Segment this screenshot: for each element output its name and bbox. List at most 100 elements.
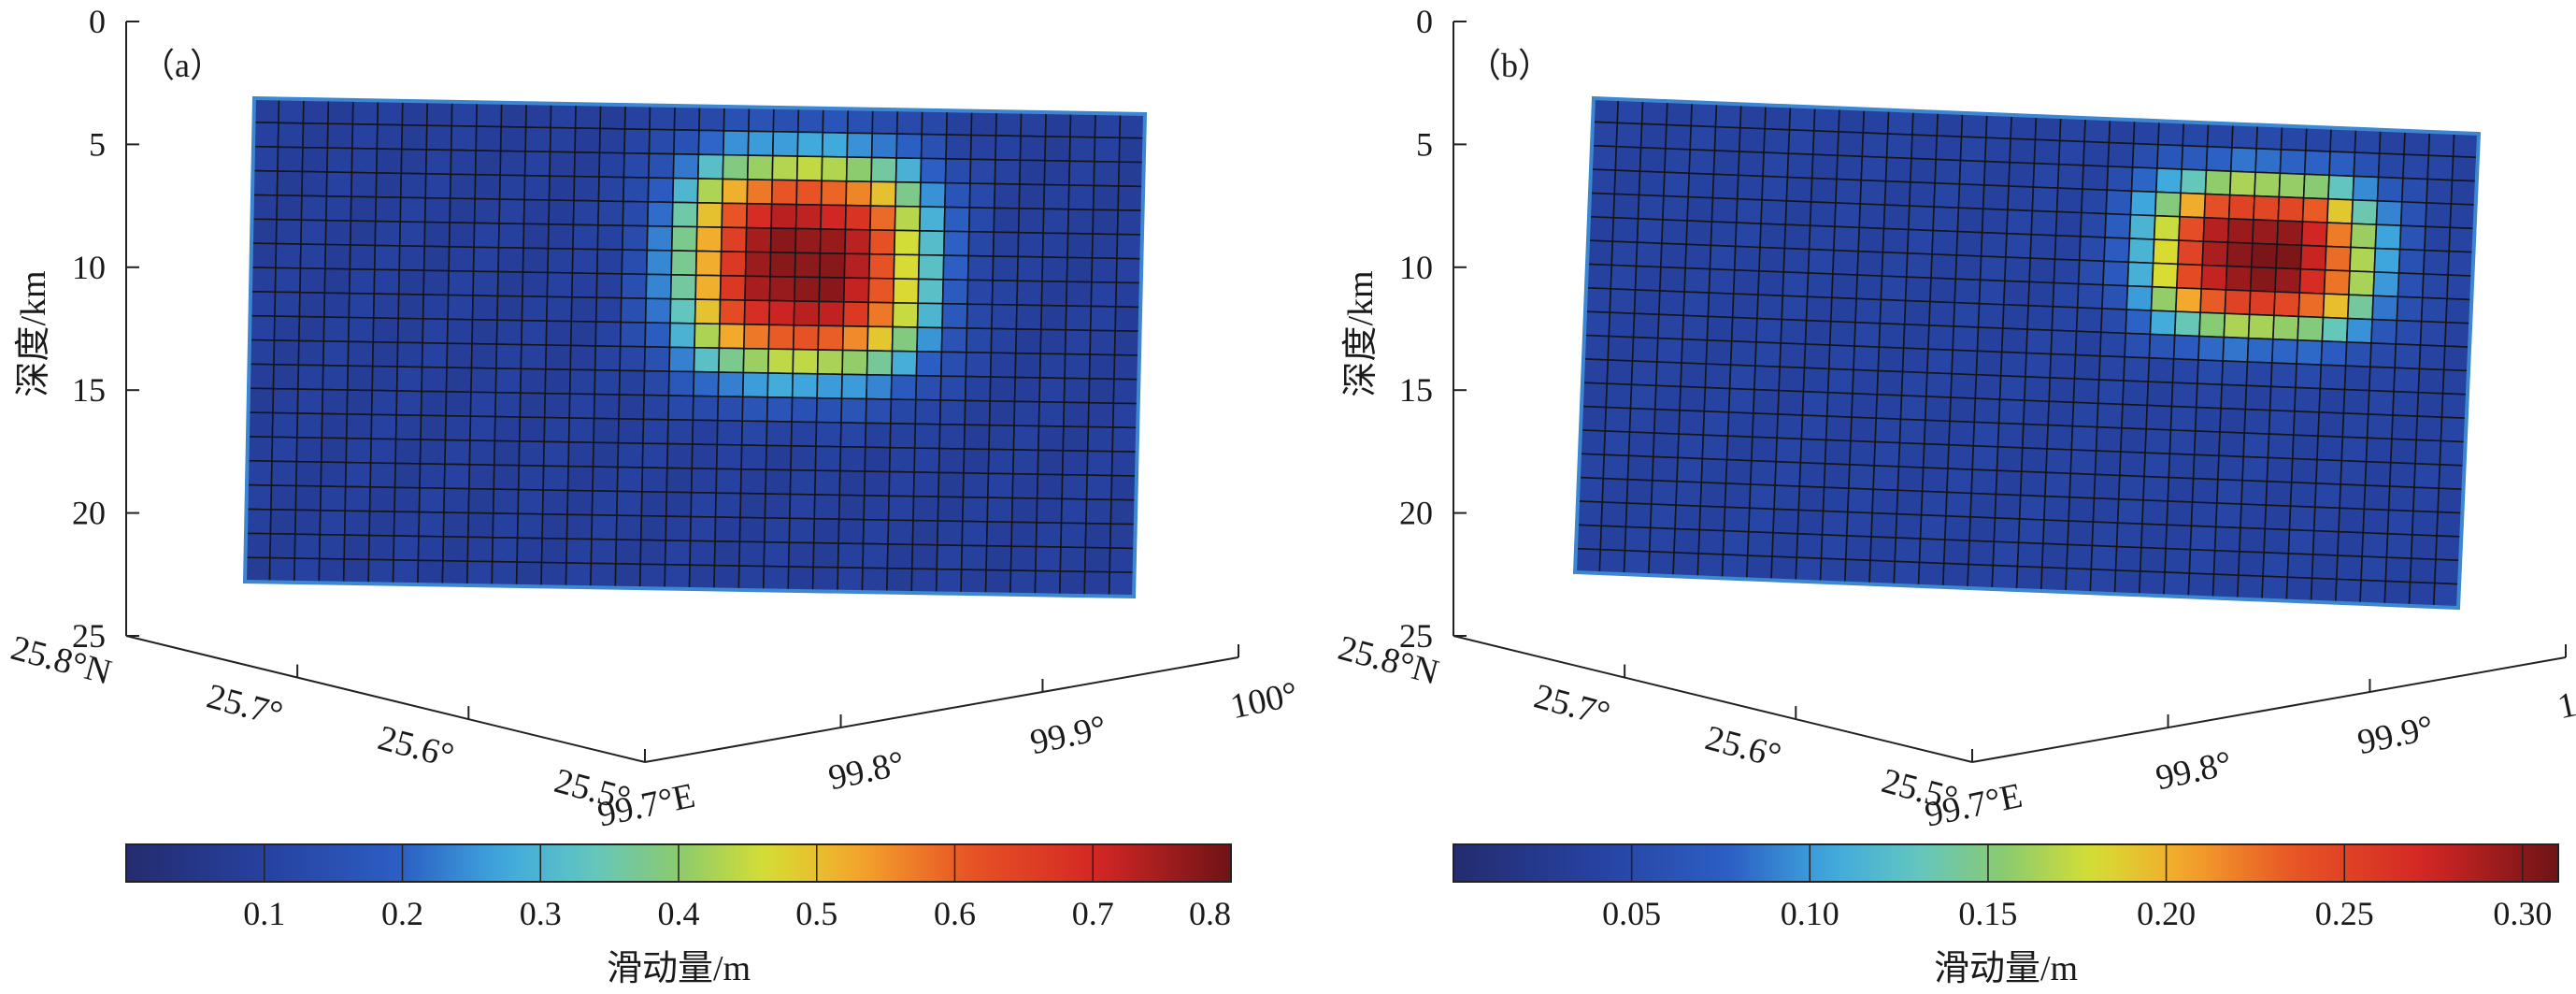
slip-cell	[1584, 286, 1612, 314]
slip-cell	[250, 242, 278, 269]
slip-cell	[2004, 256, 2032, 283]
slip-cell	[766, 396, 794, 423]
slip-cell	[445, 367, 473, 394]
slip-cell	[1936, 110, 1964, 138]
slip-cell	[2067, 520, 2095, 547]
slip-cell	[2349, 246, 2377, 273]
slip-cell	[1920, 490, 1948, 517]
slip-cell	[2340, 436, 2368, 463]
slip-cell	[2285, 576, 2313, 603]
slip-cell	[518, 440, 546, 467]
slip-cell	[1600, 501, 1628, 528]
slip-cell	[2246, 337, 2274, 364]
depth-tick-label: 15	[72, 371, 106, 409]
slip-cell	[1113, 353, 1140, 381]
slip-cell	[491, 536, 519, 563]
colorbar-tick-label: 0.20	[2137, 895, 2196, 932]
slip-cell	[641, 467, 668, 494]
slip-cell	[1710, 196, 1739, 223]
slip-cell	[318, 557, 345, 584]
slip-cell	[814, 445, 842, 472]
slip-cell	[2277, 195, 2305, 223]
slip-cell	[1042, 208, 1070, 235]
latitude-tick-label: 25.6°	[374, 718, 458, 776]
slip-cell	[2223, 312, 2251, 339]
slip-cell	[351, 171, 378, 198]
slip-cell	[1903, 299, 1931, 326]
slip-cell	[244, 532, 272, 559]
slip-cell	[275, 218, 303, 245]
slip-cell	[327, 98, 354, 125]
slip-cell	[569, 344, 597, 371]
slip-cell	[723, 106, 751, 133]
slip-cell	[622, 200, 650, 227]
slip-cell	[393, 511, 421, 538]
slip-cell	[1591, 121, 1619, 148]
slip-cell	[1094, 112, 1122, 139]
slip-cell	[1627, 431, 1655, 458]
slip-cell	[420, 414, 447, 441]
slip-cell	[1702, 410, 1730, 438]
slip-cell	[1682, 314, 1710, 341]
slip-cell	[2177, 239, 2205, 267]
slip-cell	[766, 372, 794, 399]
slip-cell	[1108, 570, 1136, 598]
slip-cell	[499, 150, 526, 177]
slip-cell	[1835, 178, 1863, 205]
slip-cell	[1845, 511, 1873, 538]
slip-cell	[343, 510, 371, 537]
slip-cell	[1933, 181, 1961, 209]
slip-cell	[1953, 278, 1982, 305]
slip-cell	[1948, 420, 1976, 447]
slip-cell	[2050, 329, 2078, 356]
slip-cell	[520, 367, 547, 395]
slip-cell	[2451, 155, 2479, 182]
slip-cell	[1637, 194, 1665, 221]
slip-cell	[1066, 232, 1094, 259]
slip-cell	[2220, 383, 2248, 411]
slip-cell	[2155, 167, 2183, 194]
slip-cell	[2264, 504, 2292, 531]
slip-cell	[2131, 142, 2159, 169]
slip-cell	[2149, 310, 2177, 337]
slip-cell	[1615, 122, 1643, 149]
slip-cell	[2337, 530, 2365, 557]
slip-cell	[2329, 126, 2357, 153]
slip-cell	[639, 539, 666, 566]
slip-cell	[961, 520, 989, 547]
slip-cell	[1087, 401, 1115, 428]
slip-cell	[2213, 526, 2241, 553]
slip-cell	[942, 230, 970, 257]
slip-cell	[2225, 265, 2253, 292]
slip-cell	[2236, 574, 2264, 601]
slip-cell	[1061, 473, 1088, 500]
slip-cell	[1683, 267, 1711, 294]
slip-cell	[2166, 500, 2194, 527]
slip-cell	[448, 222, 476, 249]
slip-cell	[794, 276, 821, 303]
slip-cell	[1825, 415, 1853, 442]
slip-cell	[1020, 110, 1047, 137]
slip-cell	[966, 303, 994, 330]
slip-cell	[1035, 521, 1063, 548]
slip-cell	[792, 324, 820, 351]
slip-cell	[2145, 404, 2173, 431]
slip-cell	[747, 130, 775, 157]
slip-cell	[1114, 281, 1142, 309]
slip-cell	[870, 156, 897, 183]
slip-cell	[942, 254, 970, 281]
slip-cell	[1690, 101, 1718, 128]
slip-cell	[994, 158, 1022, 185]
slip-cell	[572, 223, 599, 251]
slip-cell	[568, 393, 595, 420]
slip-cell	[2002, 280, 2030, 307]
slip-cell	[2268, 409, 2296, 436]
slip-cell	[2394, 343, 2422, 370]
slip-cell	[447, 294, 474, 321]
slip-cell	[1678, 409, 1706, 437]
slip-cell	[1806, 272, 1834, 299]
slip-cell	[1770, 555, 1798, 583]
slip-cell	[572, 199, 600, 226]
slip-cell	[987, 448, 1015, 475]
slip-cell	[2156, 143, 2184, 170]
